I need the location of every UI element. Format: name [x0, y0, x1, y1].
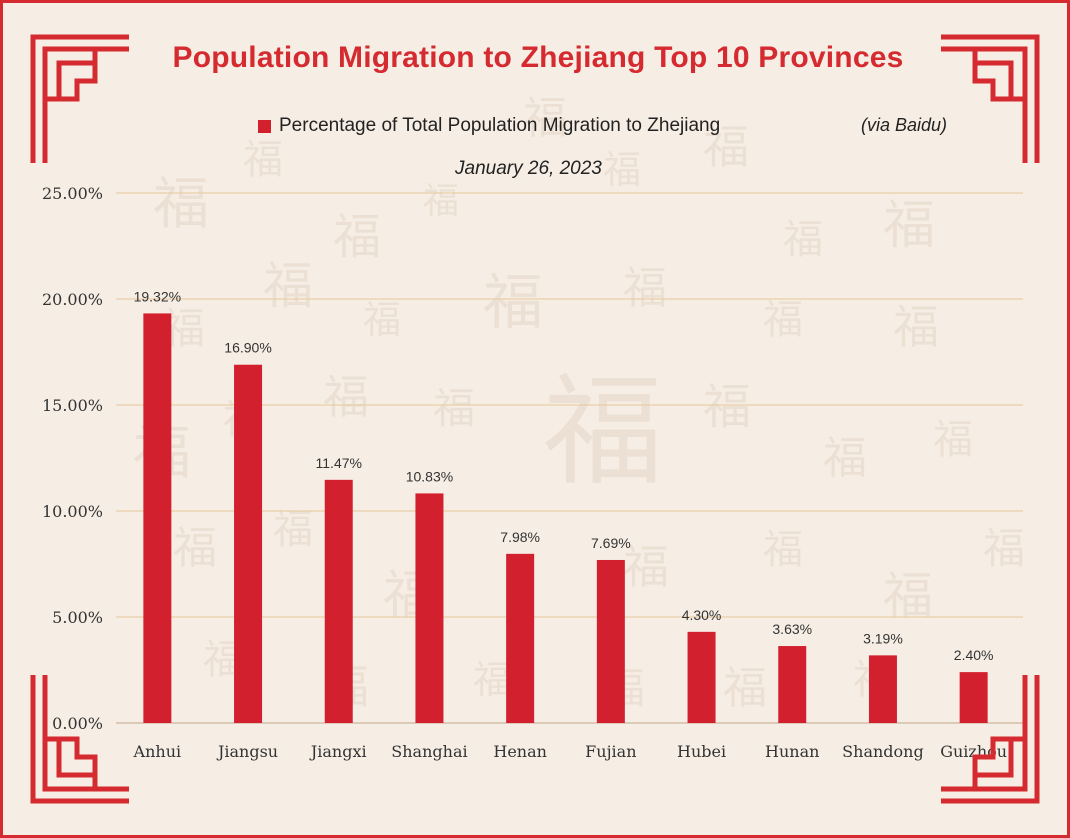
x-tick-label: Anhui [133, 742, 182, 761]
y-tick-label: 15.00% [42, 396, 103, 415]
bar [324, 479, 353, 723]
y-tick-label: 10.00% [42, 502, 103, 521]
corner-ornament-top-left [25, 29, 135, 169]
corner-ornament-bottom-left [25, 669, 135, 809]
x-tick-label: Fujian [585, 742, 636, 761]
bar [687, 631, 716, 723]
bar [868, 655, 897, 723]
data-label: 7.98% [500, 529, 540, 545]
data-label: 4.30% [682, 607, 722, 623]
legend-swatch [258, 119, 271, 133]
background-glyph: 福 [523, 93, 567, 144]
background-glyph: 福 [983, 524, 1025, 573]
background-glyph: 福 [273, 507, 313, 553]
x-tick-label: Shanghai [391, 742, 467, 761]
background-glyph: 福 [363, 298, 401, 342]
y-tick-label: 25.00% [42, 184, 103, 203]
date-label: January 26, 2023 [455, 158, 602, 179]
background-glyph: 福 [543, 363, 663, 502]
bar [778, 646, 807, 723]
y-tick-label: 20.00% [42, 290, 103, 309]
data-labels: 19.32% 16.90% 11.47% 10.83% 7.98% 7.69% 4.30% 3… [134, 288, 994, 663]
x-tick-label: Shandong [842, 742, 924, 761]
x-tick-label: Henan [493, 742, 547, 761]
corner-ornament-top-right [935, 29, 1045, 169]
y-tick-label: 5.00% [52, 608, 103, 627]
background-glyph: 福 [263, 257, 313, 315]
background-glyph: 福 [433, 384, 475, 433]
background-glyph: 福 [623, 263, 667, 314]
background-glyph: 福 [933, 417, 973, 463]
corner-ornament-bottom-right [935, 669, 1045, 809]
y-tick-label: 0.00% [52, 714, 103, 733]
bar [415, 493, 444, 723]
x-axis: Anhui Jiangsu Jiangxi Shanghai Henan Fujian Hu… [133, 742, 1008, 761]
bars [143, 313, 988, 723]
background-glyph: 福 [153, 172, 209, 237]
background-glyph: 福 [483, 268, 543, 338]
bar [959, 672, 988, 723]
x-tick-label: Jiangxi [309, 742, 367, 761]
background-glyph: 福 [423, 181, 459, 222]
background-glyph: 福 [763, 297, 803, 343]
background-glyph: 福 [173, 523, 217, 574]
bar [596, 559, 625, 723]
data-label: 3.63% [772, 621, 812, 637]
data-label: 19.32% [134, 288, 181, 304]
x-tick-label: Hubei [677, 742, 726, 761]
background-glyph: 福 [703, 379, 751, 435]
bar [143, 313, 172, 723]
background-glyph: 福 [763, 527, 803, 573]
background-glyph: 福 [783, 217, 823, 263]
data-label: 11.47% [316, 455, 362, 471]
data-label: 3.19% [863, 630, 903, 646]
background-glyph: 福 [703, 120, 749, 174]
background-pattern: 福福福福福福福福福福福福福福福福福福福福福福福福福福福福福福福福福福福福福 [133, 93, 1025, 714]
legend: Percentage of Total Population Migration… [258, 115, 720, 137]
data-label: 10.83% [406, 468, 453, 484]
background-glyph: 福 [723, 663, 767, 714]
background-glyph: 福 [603, 148, 641, 192]
x-tick-label: Jiangsu [216, 742, 278, 761]
legend-label: Percentage of Total Population Migration… [279, 115, 721, 136]
background-glyph: 福 [323, 370, 369, 424]
bar-chart: 福福福福福福福福福福福福福福福福福福福福福福福福福福福福福福福福福福福福福 0.… [42, 93, 1025, 761]
y-axis: 0.00% 5.00% 10.00% 15.00% 20.00% 25.00% [42, 184, 103, 733]
x-tick-label: Hunan [765, 742, 819, 761]
background-glyph: 福 [823, 433, 867, 484]
background-glyph: 福 [333, 209, 381, 265]
data-label: 16.90% [224, 340, 271, 356]
background-glyph: 福 [473, 658, 511, 702]
background-glyph: 福 [623, 540, 669, 594]
bar [506, 553, 535, 723]
background-glyph: 福 [893, 300, 939, 354]
background-glyph: 福 [243, 137, 283, 183]
source-note: (via Baidu) [861, 115, 948, 135]
bar [234, 364, 263, 723]
data-label: 2.40% [954, 647, 994, 663]
background-glyph: 福 [883, 567, 933, 625]
data-label: 7.69% [591, 535, 631, 551]
chart-title: Population Migration to Zhejiang Top 10 … [172, 41, 904, 74]
background-glyph: 福 [883, 196, 935, 256]
